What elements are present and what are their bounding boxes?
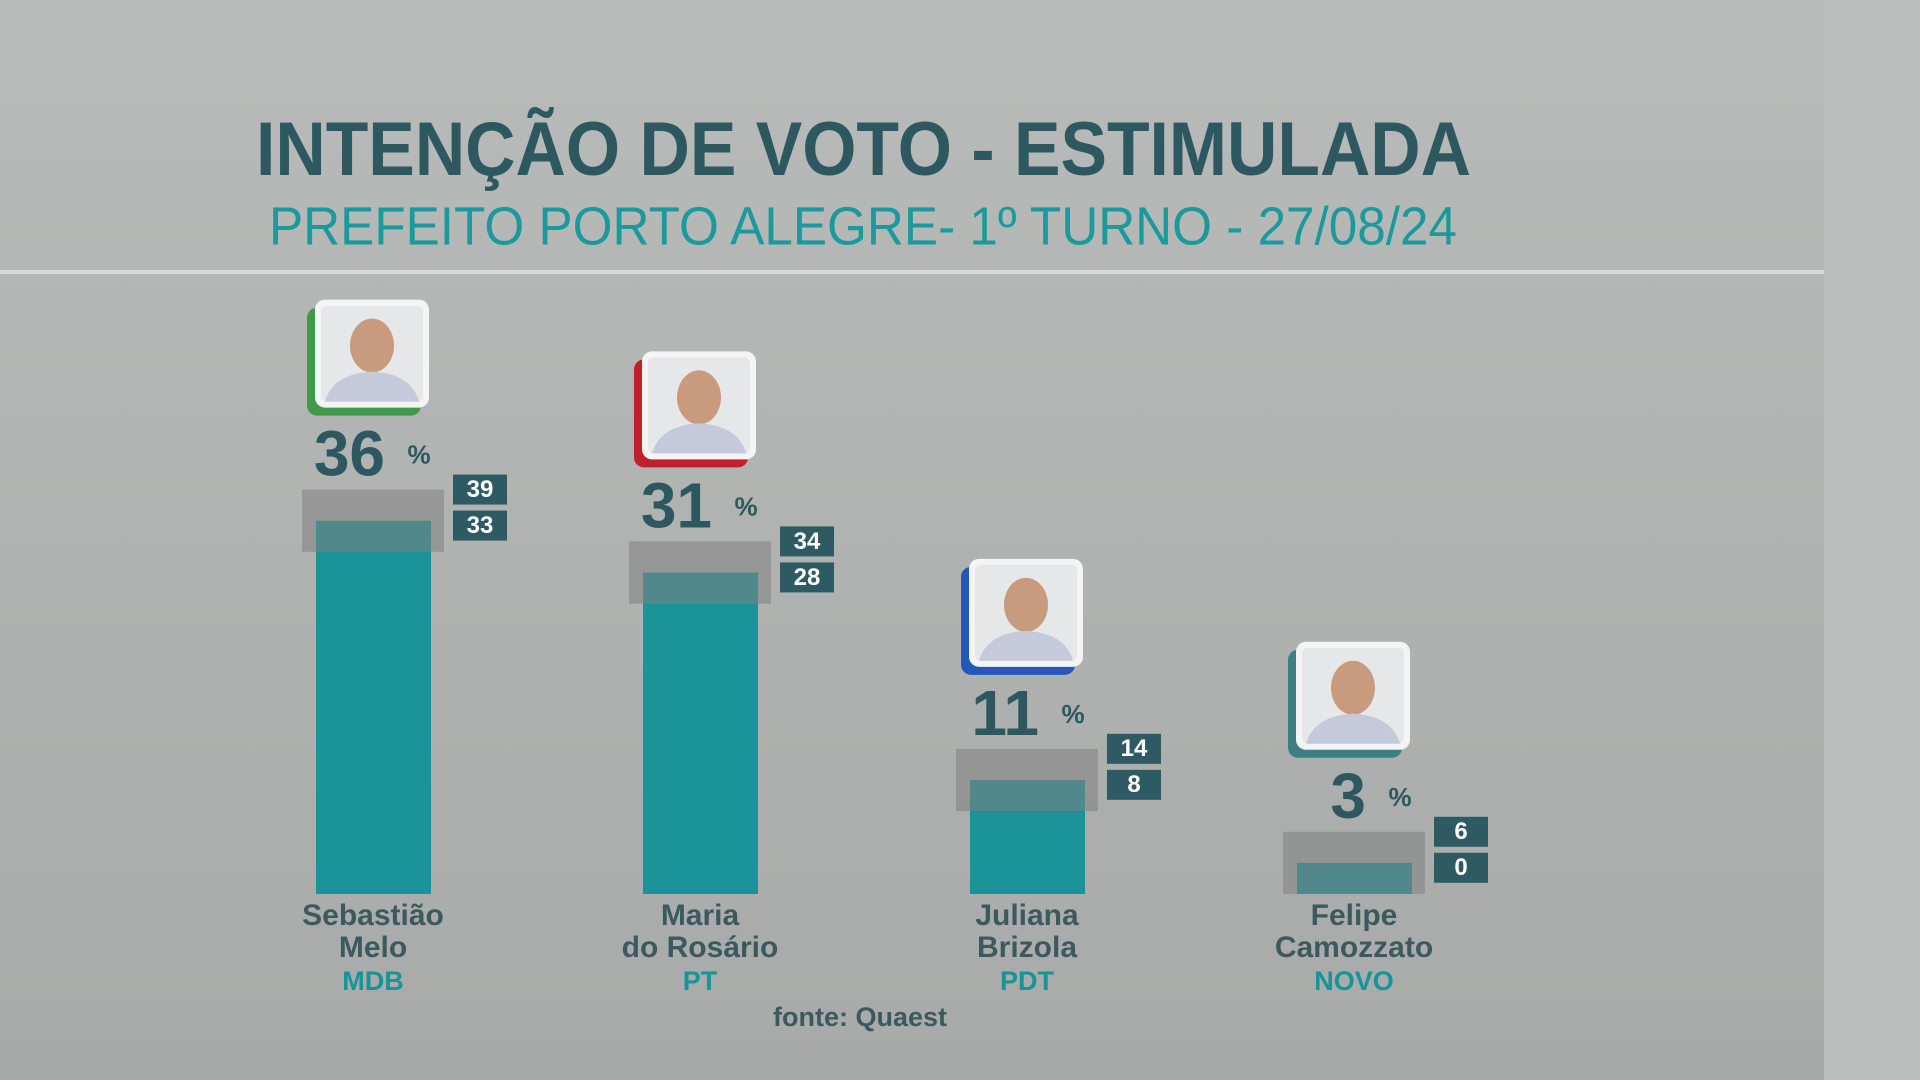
candidate-photo	[969, 558, 1083, 667]
range-box	[1107, 733, 1161, 764]
value-label: 31	[641, 469, 712, 541]
range-box	[453, 474, 507, 505]
error-band	[956, 748, 1098, 812]
photo-body	[979, 630, 1073, 661]
range-box	[1107, 769, 1161, 800]
photo-body	[652, 423, 746, 454]
range-box	[780, 562, 834, 593]
lower-label: 0	[1454, 854, 1467, 881]
chart-subtitle: PREFEITO PORTO ALEGRE- 1º TURNO - 27/08/…	[269, 196, 1457, 256]
upper-label: 39	[467, 476, 494, 503]
candidate-name: Maria do Rosário	[621, 899, 779, 964]
range-box	[780, 526, 834, 557]
range-box	[1434, 852, 1488, 883]
lower-label: 28	[794, 564, 821, 591]
chart-title: INTENÇÃO DE VOTO - ESTIMULADA	[256, 107, 1471, 192]
photo-head	[350, 318, 394, 373]
party-label: PT	[682, 966, 718, 996]
photo-body	[1306, 713, 1400, 744]
photo-head	[1331, 660, 1375, 715]
unit-label: %	[407, 440, 430, 470]
candidate-photo	[315, 299, 429, 408]
candidate-name: Felipe Camozzato	[1274, 899, 1434, 964]
upper-label: 34	[794, 528, 821, 555]
lower-label: 8	[1127, 771, 1140, 798]
upper-label: 6	[1454, 818, 1467, 845]
error-band	[302, 489, 444, 552]
lower-label: 33	[467, 512, 494, 539]
candidate-name: Juliana Brizola	[975, 899, 1079, 964]
photo-head	[1004, 577, 1048, 632]
range-box	[1434, 816, 1488, 847]
party-label: MDB	[342, 966, 404, 996]
bar	[643, 572, 758, 894]
upper-label: 14	[1121, 735, 1148, 762]
party-label: NOVO	[1314, 966, 1394, 996]
candidate-name: Sebastião Melo	[302, 899, 444, 964]
error-band	[629, 541, 771, 604]
candidate-photo	[642, 351, 756, 460]
value-label: 36	[314, 418, 385, 490]
range-box	[453, 510, 507, 541]
source-note: fonte: Quaest	[773, 1002, 948, 1032]
value-label: 11	[971, 677, 1039, 749]
bar	[316, 520, 431, 894]
unit-label: %	[1388, 782, 1411, 812]
unit-label: %	[1061, 699, 1084, 729]
error-band	[1283, 831, 1425, 894]
side-strip	[1824, 0, 1920, 1080]
photo-body	[325, 371, 419, 402]
photo-head	[677, 370, 721, 425]
candidate-photo	[1296, 641, 1410, 750]
party-label: PDT	[1000, 966, 1054, 996]
unit-label: %	[734, 491, 757, 521]
value-label: 3	[1330, 760, 1366, 832]
